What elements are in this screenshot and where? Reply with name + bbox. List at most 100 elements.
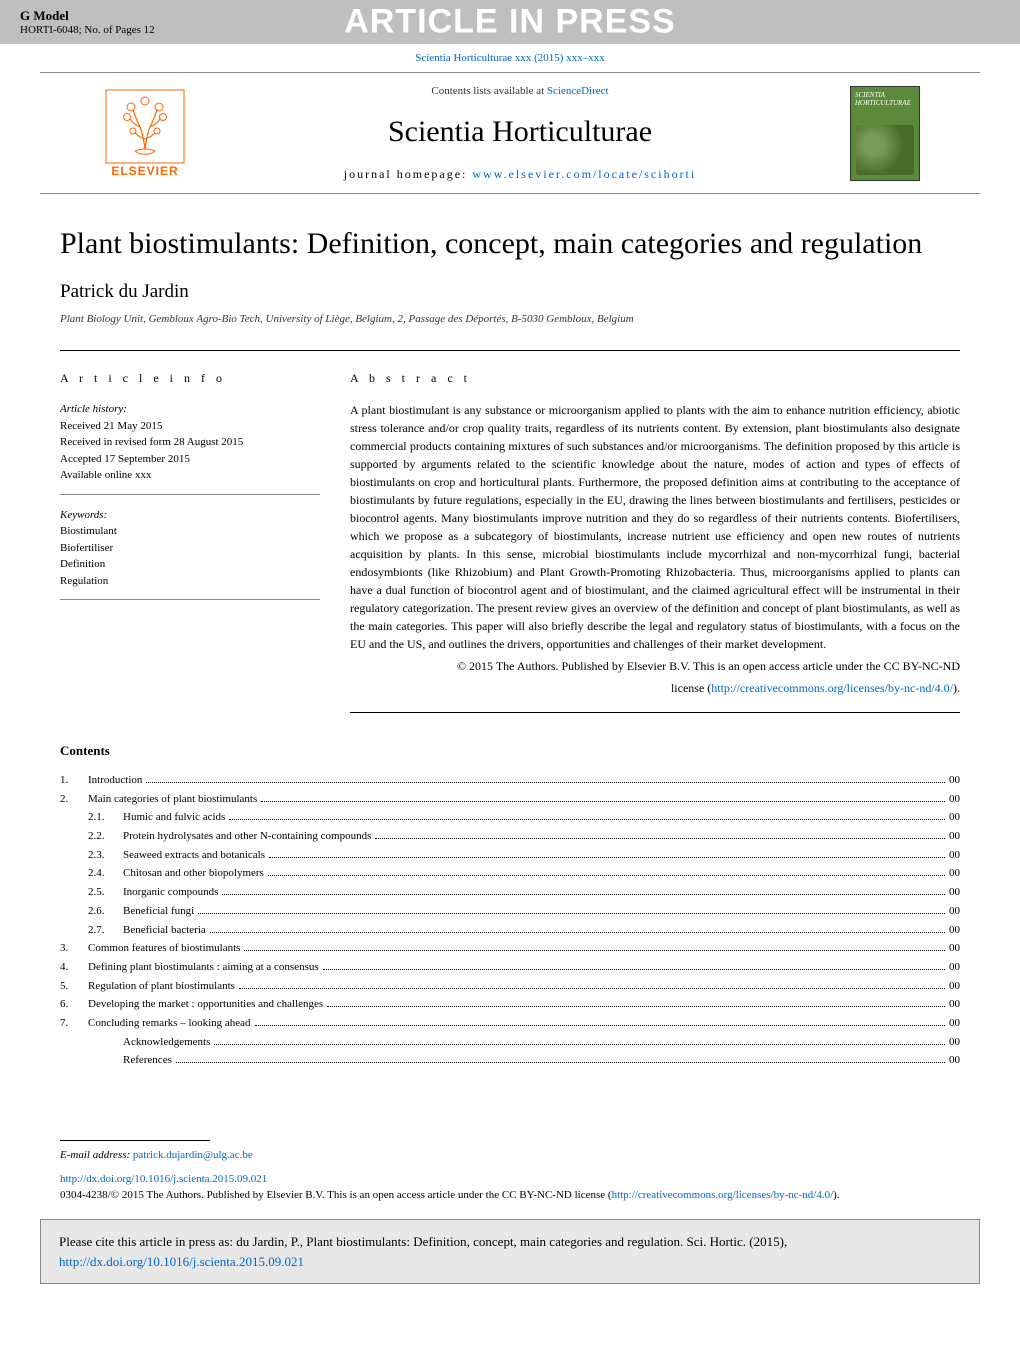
toc-number: 2.4.: [88, 864, 123, 883]
contents-section: Contents 1.Introduction002.Main categori…: [60, 743, 960, 1070]
homepage-prefix: journal homepage:: [344, 167, 473, 181]
toc-number: 6.: [60, 995, 88, 1014]
cite-prefix: Please cite this article in press as: du…: [59, 1234, 787, 1249]
toc-number: 5.: [60, 977, 88, 996]
toc-dots: [327, 1006, 945, 1007]
toc-row: 2.3.Seaweed extracts and botanicals00: [60, 846, 960, 865]
footer-doi: http://dx.doi.org/10.1016/j.scienta.2015…: [0, 1161, 1020, 1189]
header-bar: G Model HORTI-6048; No. of Pages 12 ARTI…: [0, 0, 1020, 44]
toc-dots: [375, 838, 945, 839]
toc-dots: [261, 801, 945, 802]
toc-page: 00: [949, 827, 960, 846]
toc-dots: [146, 782, 945, 783]
elsevier-tree-icon: [105, 89, 185, 164]
toc-page: 00: [949, 771, 960, 790]
affiliation: Plant Biology Unit, Gembloux Agro-Bio Te…: [60, 313, 960, 325]
toc-title: Defining plant biostimulants : aiming at…: [88, 958, 319, 977]
toc-dots: [255, 1025, 945, 1026]
email-label: E-mail address:: [60, 1149, 133, 1161]
sciencedirect-link[interactable]: ScienceDirect: [547, 85, 609, 97]
toc-page: 00: [949, 864, 960, 883]
email-link[interactable]: patrick.dujardin@ulg.ac.be: [133, 1149, 253, 1161]
toc-row: 2.1.Humic and fulvic acids00: [60, 808, 960, 827]
toc-number: 3.: [60, 939, 88, 958]
toc-page: 00: [949, 977, 960, 996]
toc-dots: [323, 969, 945, 970]
article-body: Plant biostimulants: Definition, concept…: [0, 194, 1020, 1090]
toc-row: 2.2.Protein hydrolysates and other N-con…: [60, 827, 960, 846]
keyword: Definition: [60, 556, 320, 573]
copyright-suffix: ).: [833, 1189, 839, 1201]
toc-row: 7.Concluding remarks – looking ahead 00: [60, 1014, 960, 1033]
copyright-license-link[interactable]: http://creativecommons.org/licenses/by-n…: [612, 1189, 834, 1201]
author-name: Patrick du Jardin: [60, 281, 960, 303]
license-line: license (http://creativecommons.org/lice…: [350, 679, 960, 697]
journal-name: Scientia Horticulturae: [190, 115, 850, 149]
toc-title: Introduction: [88, 771, 142, 790]
article-in-press-banner: ARTICLE IN PRESS: [344, 3, 675, 42]
cite-box: Please cite this article in press as: du…: [40, 1219, 980, 1284]
toc-title: Acknowledgements: [123, 1033, 210, 1052]
toc-page: 00: [949, 846, 960, 865]
toc-dots: [239, 988, 945, 989]
toc-row: 2.Main categories of plant biostimulants…: [60, 790, 960, 809]
toc-title: Beneficial fungi: [123, 902, 194, 921]
article-info-column: A R T I C L E I N F O Article history: R…: [60, 351, 320, 713]
toc-title: Protein hydrolysates and other N-contain…: [123, 827, 371, 846]
toc-row: 2.6.Beneficial fungi00: [60, 902, 960, 921]
keywords-title: Keywords:: [60, 507, 320, 524]
license-link[interactable]: http://creativecommons.org/licenses/by-n…: [711, 681, 953, 695]
toc-row: 2.4.Chitosan and other biopolymers00: [60, 864, 960, 883]
toc-title: Common features of biostimulants: [88, 939, 240, 958]
history-title: Article history:: [60, 401, 320, 418]
toc-title: Concluding remarks – looking ahead: [88, 1014, 251, 1033]
revised-date: Received in revised form 28 August 2015: [60, 434, 320, 451]
license-suffix: ).: [953, 681, 960, 695]
toc-title: Humic and fulvic acids: [123, 808, 225, 827]
toc-dots: [176, 1062, 945, 1063]
toc-page: 00: [949, 790, 960, 809]
toc-page: 00: [949, 1014, 960, 1033]
toc-number: 7.: [60, 1014, 88, 1033]
homepage-link[interactable]: www.elsevier.com/locate/scihorti: [472, 167, 696, 181]
contents-prefix: Contents lists available at: [431, 85, 546, 97]
toc-row: Acknowledgements 00: [60, 1033, 960, 1052]
toc-number: 1.: [60, 771, 88, 790]
contents-heading: Contents: [60, 743, 960, 759]
abstract-label: A B S T R A C T: [350, 371, 960, 386]
journal-cover-thumbnail: SCIENTIA HORTICULTURAE: [850, 86, 920, 181]
footer-copyright: 0304-4238/© 2015 The Authors. Published …: [0, 1189, 1020, 1209]
top-citation-link[interactable]: Scientia Horticulturae xxx (2015) xxx–xx…: [415, 52, 604, 64]
toc-page: 00: [949, 808, 960, 827]
toc-row: 5.Regulation of plant biostimulants 00: [60, 977, 960, 996]
elsevier-logo: ELSEVIER: [100, 83, 190, 183]
doi-link[interactable]: http://dx.doi.org/10.1016/j.scienta.2015…: [60, 1173, 267, 1185]
cover-image: [856, 125, 914, 175]
toc-page: 00: [949, 1033, 960, 1052]
toc-page: 00: [949, 1051, 960, 1070]
toc-row: 1.Introduction 00: [60, 771, 960, 790]
received-date: Received 21 May 2015: [60, 418, 320, 435]
toc-dots: [244, 950, 945, 951]
toc-page: 00: [949, 883, 960, 902]
toc-title: References: [123, 1051, 172, 1070]
keyword: Biostimulant: [60, 523, 320, 540]
online-date: Available online xxx: [60, 467, 320, 484]
toc-number: 2.5.: [88, 883, 123, 902]
toc-title: Regulation of plant biostimulants: [88, 977, 235, 996]
toc-dots: [269, 857, 945, 858]
toc-row: 6.Developing the market : opportunities …: [60, 995, 960, 1014]
homepage-line: journal homepage: www.elsevier.com/locat…: [190, 167, 850, 182]
toc-dots: [268, 875, 945, 876]
keyword: Regulation: [60, 573, 320, 590]
abstract-body: A plant biostimulant is any substance or…: [350, 403, 960, 651]
cite-doi-link[interactable]: http://dx.doi.org/10.1016/j.scienta.2015…: [59, 1254, 304, 1269]
toc-title: Seaweed extracts and botanicals: [123, 846, 265, 865]
toc-title: Main categories of plant biostimulants: [88, 790, 257, 809]
toc-title: Inorganic compounds: [123, 883, 218, 902]
keywords-block: Keywords: Biostimulant Biofertiliser Def…: [60, 507, 320, 601]
toc-number: 2.6.: [88, 902, 123, 921]
copyright-line: © 2015 The Authors. Published by Elsevie…: [350, 657, 960, 675]
footer-email: E-mail address: patrick.dujardin@ulg.ac.…: [0, 1149, 1020, 1161]
toc-row: References 00: [60, 1051, 960, 1070]
